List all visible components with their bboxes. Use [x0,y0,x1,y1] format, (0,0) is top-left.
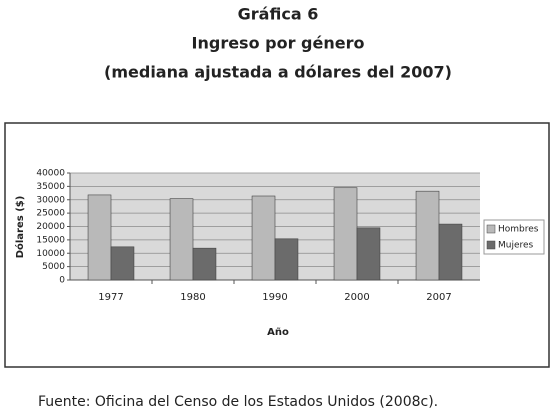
y-axis-label: Dólares ($) [14,196,26,259]
bar [438,223,463,281]
x-tick-label: 2007 [426,292,451,303]
y-tick-label: 20000 [36,222,65,232]
x-tick-label: 1980 [180,292,205,303]
bar [274,238,299,281]
x-tick-label: 1977 [98,292,123,303]
chart-title: Gráfica 6 [238,5,319,24]
y-tick-label: 15000 [36,235,65,245]
y-tick-label: 0 [59,276,65,286]
bar [192,247,217,281]
legend-swatch [486,224,496,234]
y-tick-label: 40000 [36,169,65,179]
x-tick-label: 1990 [262,292,287,303]
y-tick-label: 25000 [36,209,65,219]
bar [169,198,194,281]
source-note: Fuente: Oficina del Censo de los Estados… [38,394,438,410]
chart-caption: (mediana ajustada a dólares del 2007) [104,63,452,82]
x-tick-label: 2000 [344,292,369,303]
y-tick-label: 5000 [42,262,65,272]
y-tick-label: 10000 [36,249,65,259]
bar [251,195,276,281]
y-tick-label: 35000 [36,182,65,192]
legend-label: Mujeres [498,241,534,251]
bar [415,190,440,281]
bar [356,227,381,281]
x-axis-label: Año [267,327,289,338]
chart-subtitle: Ingreso por género [192,34,365,53]
bar [110,246,135,281]
legend-swatch [486,240,496,250]
bar [333,187,358,281]
bar [87,194,112,281]
legend-label: Hombres [498,225,539,235]
y-tick-label: 30000 [36,195,65,205]
